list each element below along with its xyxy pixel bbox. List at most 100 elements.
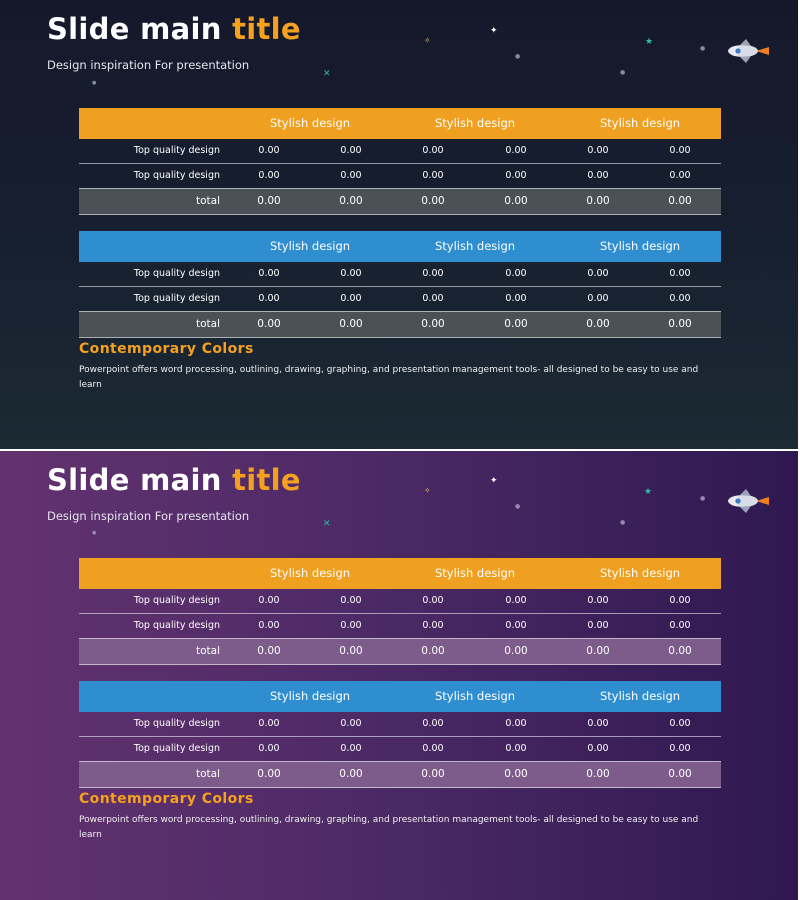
total-label: total [195, 195, 220, 207]
sparkle-icon: ✦ [490, 476, 498, 486]
cell-value: 0.00 [587, 293, 609, 304]
row-label: Top quality design [133, 170, 220, 181]
cell-value: 0.00 [422, 145, 444, 156]
cell-value: 0.00 [587, 718, 609, 729]
star-icon: ● [700, 45, 706, 52]
cell-value: 0.00 [669, 718, 691, 729]
total-value: 0.00 [257, 768, 281, 780]
slide-title: Slide main title [47, 12, 301, 46]
star-icon: ✕ [323, 69, 331, 79]
star-icon: ● [515, 503, 521, 510]
title-main: Slide main [47, 12, 222, 46]
total-value: 0.00 [504, 768, 528, 780]
cell-value: 0.00 [422, 595, 444, 606]
star-icon: ● [620, 69, 626, 76]
cell-value: 0.00 [340, 145, 362, 156]
total-value: 0.00 [586, 195, 610, 207]
star-icon: ● [92, 530, 97, 536]
total-value: 0.00 [257, 645, 281, 657]
star-icon: ✧ [424, 486, 431, 495]
table-row: Top quality design 0.00 0.00 0.00 0.00 0… [79, 262, 721, 287]
table-row: Top quality design 0.00 0.00 0.00 0.00 0… [79, 164, 721, 188]
total-value: 0.00 [586, 318, 610, 330]
cell-value: 0.00 [258, 293, 280, 304]
star-icon: ● [92, 80, 97, 86]
column-header: Stylish design [269, 566, 351, 580]
star-icon: ● [700, 495, 706, 502]
slide-purple: Slide main title Design inspiration For … [0, 451, 798, 900]
data-table: Stylish design Stylish design Stylish de… [79, 231, 721, 338]
star-icon: ★ [644, 487, 653, 497]
total-value: 0.00 [421, 768, 445, 780]
star-icon: ✧ [424, 36, 431, 45]
cell-value: 0.00 [422, 170, 444, 181]
star-icon: ★ [645, 37, 654, 47]
table-header: Stylish design Stylish design Stylish de… [79, 108, 721, 139]
cell-value: 0.00 [587, 620, 609, 631]
total-value: 0.00 [339, 768, 363, 780]
cell-value: 0.00 [422, 718, 444, 729]
column-header: Stylish design [434, 239, 516, 253]
total-value: 0.00 [504, 645, 528, 657]
slide-dark: Slide main title Design inspiration For … [0, 0, 798, 449]
total-value: 0.00 [257, 318, 281, 330]
table-row: Top quality design 0.00 0.00 0.00 0.00 0… [79, 737, 721, 761]
column-header: Stylish design [269, 239, 351, 253]
star-icon: ● [515, 53, 521, 60]
cell-value: 0.00 [422, 293, 444, 304]
cell-value: 0.00 [340, 620, 362, 631]
cell-value: 0.00 [340, 743, 362, 754]
cell-value: 0.00 [505, 595, 527, 606]
total-label: total [195, 645, 220, 657]
cell-value: 0.00 [587, 268, 609, 279]
cell-value: 0.00 [669, 293, 691, 304]
total-value: 0.00 [257, 195, 281, 207]
total-value: 0.00 [421, 195, 445, 207]
total-value: 0.00 [504, 195, 528, 207]
total-row: total 0.00 0.00 0.00 0.00 0.00 0.00 [79, 188, 721, 215]
cell-value: 0.00 [258, 595, 280, 606]
cell-value: 0.00 [340, 293, 362, 304]
star-icon: ● [620, 519, 626, 526]
cell-value: 0.00 [587, 595, 609, 606]
cell-value: 0.00 [669, 595, 691, 606]
row-label: Top quality design [133, 268, 220, 279]
body-paragraph: Powerpoint offers word processing, outli… [79, 815, 699, 840]
star-icon: ✕ [323, 519, 331, 529]
slide-title: Slide main title [47, 463, 301, 497]
total-label: total [195, 318, 220, 330]
total-value: 0.00 [668, 318, 692, 330]
total-value: 0.00 [339, 318, 363, 330]
cell-value: 0.00 [669, 268, 691, 279]
cell-value: 0.00 [340, 595, 362, 606]
column-header: Stylish design [599, 566, 681, 580]
cell-value: 0.00 [505, 743, 527, 754]
column-header: Stylish design [599, 689, 681, 703]
total-value: 0.00 [668, 195, 692, 207]
table-row: Top quality design 0.00 0.00 0.00 0.00 0… [79, 712, 721, 737]
column-header: Stylish design [434, 566, 516, 580]
cell-value: 0.00 [258, 170, 280, 181]
cell-value: 0.00 [258, 268, 280, 279]
cell-value: 0.00 [422, 743, 444, 754]
row-label: Top quality design [133, 620, 220, 631]
section-heading: Contemporary Colors [79, 341, 254, 357]
total-value: 0.00 [339, 645, 363, 657]
title-accent: title [232, 12, 301, 46]
cell-value: 0.00 [340, 268, 362, 279]
total-value: 0.00 [421, 318, 445, 330]
table-row: Top quality design 0.00 0.00 0.00 0.00 0… [79, 589, 721, 614]
rocket-icon [728, 489, 769, 513]
total-value: 0.00 [339, 195, 363, 207]
cell-value: 0.00 [505, 293, 527, 304]
slide-subtitle: Design inspiration For presentation [47, 509, 250, 523]
cell-value: 0.00 [505, 145, 527, 156]
title-main: Slide main [47, 463, 222, 497]
total-value: 0.00 [586, 645, 610, 657]
cell-value: 0.00 [505, 718, 527, 729]
total-row: total 0.00 0.00 0.00 0.00 0.00 0.00 [79, 311, 721, 338]
column-header: Stylish design [434, 116, 516, 130]
total-value: 0.00 [668, 645, 692, 657]
sparkle-icon: ✦ [490, 26, 498, 36]
data-table: Stylish design Stylish design Stylish de… [79, 108, 721, 215]
